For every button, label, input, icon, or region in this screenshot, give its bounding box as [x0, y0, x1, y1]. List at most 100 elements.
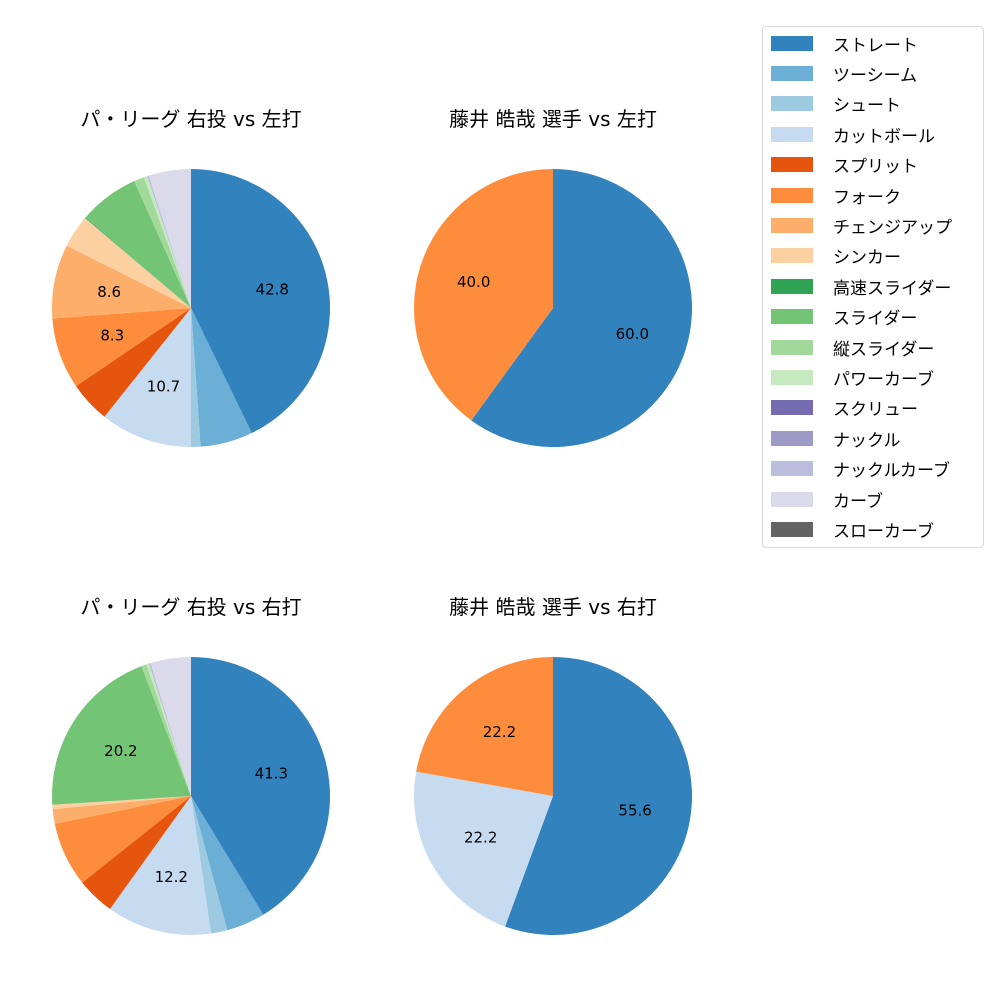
legend-label: スライダー	[833, 309, 918, 330]
pie-slice	[191, 657, 331, 915]
legend-swatch	[771, 309, 813, 325]
legend: ストレート ツーシーム シュート カットボール スプリット フォーク チェンジア…	[762, 26, 984, 548]
pie-slice	[85, 217, 191, 308]
legend-item: パワーカーブ	[771, 367, 934, 390]
legend-label: シュート	[833, 96, 901, 117]
legend-label: カーブ	[833, 491, 883, 512]
pie-slice	[146, 663, 191, 796]
pie-slice-label: 22.2	[483, 723, 516, 741]
legend-item: ナックル	[771, 428, 901, 451]
legend-swatch	[771, 35, 813, 51]
legend-item: 縦スライダー	[771, 337, 935, 360]
pie-slice-label: 8.6	[97, 283, 121, 301]
legend-item: 高速スライダー	[771, 276, 952, 299]
legend-swatch	[771, 339, 813, 355]
pie-slice	[134, 177, 191, 308]
legend-swatch	[771, 430, 813, 446]
pie-slice-label: 42.8	[256, 280, 289, 298]
pie-slice	[143, 176, 191, 308]
pie-slice	[52, 308, 191, 387]
legend-label: チェンジアップ	[833, 217, 952, 238]
pie-slice	[505, 657, 692, 935]
pie-slice	[141, 664, 191, 796]
legend-swatch	[771, 187, 813, 203]
legend-label: 縦スライダー	[833, 339, 935, 360]
legend-item: ナックルカーブ	[771, 459, 950, 482]
pie-slice-label: 60.0	[616, 325, 649, 343]
legend-label: パワーカーブ	[833, 369, 934, 390]
pie-slice	[471, 169, 693, 447]
legend-item: スローカーブ	[771, 519, 934, 542]
pie-slice	[54, 796, 192, 883]
legend-item: フォーク	[771, 185, 901, 208]
pie-slice-label: 41.3	[255, 764, 288, 782]
legend-swatch	[771, 278, 813, 294]
legend-label: フォーク	[833, 187, 901, 208]
pie-slice	[191, 169, 331, 434]
legend-item: シンカー	[771, 246, 901, 268]
legend-item: スプリット	[771, 155, 918, 178]
legend-swatch	[771, 126, 813, 142]
legend-label: スローカーブ	[833, 521, 934, 542]
legend-label: ナックルカーブ	[833, 461, 950, 482]
legend-label: スプリット	[833, 157, 918, 178]
pie-slice	[147, 175, 191, 308]
legend-item: チェンジアップ	[771, 215, 952, 238]
legend-swatch	[771, 217, 813, 233]
pie-slice-label: 22.2	[464, 829, 497, 847]
legend-swatch	[771, 491, 813, 507]
chart-title-fujii-vs-left: 藤井 皓哉 選手 vs 左打	[449, 107, 657, 131]
pie-slice	[51, 666, 191, 805]
pie-slice	[191, 796, 264, 931]
pie-slice	[82, 796, 191, 909]
pie-slice	[191, 308, 252, 447]
pie-slice	[85, 181, 191, 308]
legend-label: ナックル	[833, 430, 901, 451]
pie-slice	[148, 169, 191, 308]
legend-swatch	[771, 248, 813, 264]
legend-swatch	[771, 461, 813, 477]
pie-slice-label: 8.3	[100, 327, 124, 345]
pie-slice	[76, 308, 191, 417]
legend-swatch	[771, 96, 813, 112]
pie-slice-label: 55.6	[618, 802, 651, 820]
pie-slice	[191, 796, 228, 934]
legend-item: カットボール	[771, 124, 935, 147]
pie-slice	[110, 796, 212, 935]
legend-label: カットボール	[833, 126, 935, 147]
chart-title-league-vs-left: パ・リーグ 右投 vs 左打	[80, 107, 302, 131]
pie-slice	[52, 245, 191, 319]
pie-slice	[150, 657, 191, 796]
pie-slice-label: 20.2	[104, 742, 137, 760]
legend-swatch	[771, 157, 813, 173]
pie-slice	[66, 218, 191, 308]
pie-slice	[52, 796, 191, 810]
pie-slice	[414, 169, 553, 421]
pie-slice	[191, 308, 201, 447]
pie-slice	[104, 308, 191, 447]
legend-swatch	[771, 521, 813, 537]
pie-slice-label: 40.0	[457, 273, 490, 291]
pie-slice	[148, 663, 191, 796]
legend-swatch	[771, 65, 813, 81]
pie-slice	[52, 796, 192, 824]
legend-item: スクリュー	[771, 398, 918, 420]
legend-item: スライダー	[771, 307, 918, 330]
legend-item: シュート	[771, 94, 901, 117]
legend-label: ツーシーム	[833, 65, 918, 86]
pie-slice	[414, 771, 553, 927]
legend-item: ストレート	[771, 33, 918, 56]
legend-item: カーブ	[771, 489, 883, 512]
legend-label: ストレート	[833, 35, 918, 56]
legend-swatch	[771, 400, 813, 416]
pie-slice-label: 12.2	[155, 868, 188, 886]
legend-label: 高速スライダー	[833, 278, 952, 299]
chart-title-fujii-vs-right: 藤井 皓哉 選手 vs 右打	[449, 595, 657, 619]
chart-title-league-vs-right: パ・リーグ 右投 vs 右打	[80, 595, 302, 619]
pie-slice-label: 10.7	[147, 378, 180, 396]
pie-slice	[416, 657, 553, 796]
